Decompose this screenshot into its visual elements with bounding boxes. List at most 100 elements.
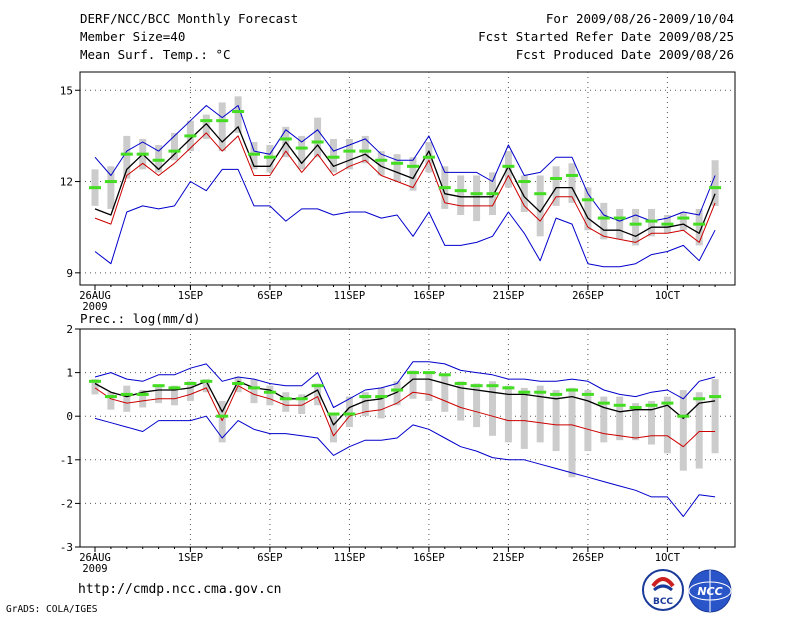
x-year-label: 2009 <box>82 301 107 313</box>
mode-marker <box>232 382 245 385</box>
mode-marker <box>136 392 149 396</box>
y-tick-label: -2 <box>60 497 73 510</box>
mode-marker <box>248 152 260 156</box>
variable-label: Mean Surf. Temp.: °C <box>80 47 231 62</box>
mode-marker <box>89 186 101 190</box>
spread-bar <box>425 372 433 401</box>
spread-bar <box>330 138 337 173</box>
chart-title: DERF/NCC/BCC Monthly Forecast <box>80 11 299 26</box>
mode-marker <box>645 219 658 223</box>
mode-marker <box>566 173 578 177</box>
mode-marker <box>438 373 451 377</box>
series-mean-line <box>94 378 716 426</box>
spread-bar <box>600 396 608 443</box>
mode-marker <box>327 155 340 159</box>
spread-bar <box>679 211 687 231</box>
y-tick-label: 2 <box>66 323 73 336</box>
x-tick-label: 26AUG <box>79 290 111 302</box>
mode-marker <box>486 192 499 196</box>
mode-marker <box>311 384 324 388</box>
spread-bar <box>616 208 624 240</box>
spread-bar <box>695 392 703 469</box>
spread-bar <box>298 394 306 415</box>
series-max-line <box>94 361 716 408</box>
series-min-line <box>94 415 716 517</box>
spread-bar <box>314 117 322 158</box>
mode-marker <box>168 149 181 153</box>
spread-bar <box>250 379 258 404</box>
bcc-logo: BCC <box>642 569 684 611</box>
spread-bar <box>457 381 465 421</box>
mode-marker <box>104 180 117 184</box>
x-tick-label: 11SEP <box>334 290 366 302</box>
spread-bar <box>298 135 306 170</box>
x-tick-label: 26AUG <box>79 552 111 564</box>
mode-marker <box>518 180 531 184</box>
source-url[interactable]: http://cmdp.ncc.cma.gov.cn <box>78 582 282 597</box>
spread-bar <box>457 175 465 216</box>
mode-marker <box>343 149 356 153</box>
mode-marker <box>454 189 467 193</box>
mode-marker <box>184 382 197 385</box>
mode-marker <box>629 405 642 409</box>
spread-bar <box>616 396 624 441</box>
spread-bar <box>218 102 226 152</box>
spread-bar <box>409 157 417 191</box>
mode-marker <box>327 412 340 416</box>
member-size-label: Member Size=40 <box>80 29 186 44</box>
precipitation-panel: -3 -2 -1 0 1 2 26AUG 1SEP 6SEP 11SEP 16SEP 21SEP 26S… <box>60 323 736 575</box>
y-tick-label: 15 <box>60 84 73 97</box>
spread-bar <box>663 396 671 454</box>
mode-marker <box>152 384 165 388</box>
mode-marker <box>391 388 404 392</box>
spread-bar <box>520 175 528 212</box>
mode-marker <box>120 152 133 156</box>
mode-marker <box>359 149 372 153</box>
spread-bar <box>695 208 703 246</box>
mode-marker <box>470 192 483 196</box>
mode-marker <box>470 384 483 388</box>
x-tick-label: 21SEP <box>493 552 525 564</box>
mode-marker <box>263 390 276 394</box>
svg-text:NCC: NCC <box>697 585 722 598</box>
series-median-line <box>94 385 716 448</box>
plot-frame <box>79 328 736 548</box>
spread-bar <box>536 175 544 237</box>
series-mean-line <box>94 123 716 237</box>
mode-marker <box>407 371 419 375</box>
mode-marker <box>359 395 372 399</box>
spread-bar <box>377 151 385 176</box>
ncc-logo: NCC <box>688 569 732 613</box>
spread-bar <box>155 385 163 404</box>
spread-bar <box>202 379 210 393</box>
x-tick-label: 6SEP <box>257 552 282 564</box>
mode-marker <box>693 222 706 226</box>
mode-marker <box>661 222 674 226</box>
mode-marker <box>422 371 435 375</box>
mode-marker <box>216 414 229 418</box>
spread-bar <box>314 383 322 406</box>
mode-marker <box>661 401 674 405</box>
x-tick-label: 26SEP <box>572 552 604 564</box>
spread-bar <box>139 390 147 408</box>
mode-marker <box>709 186 722 190</box>
temperature-panel: 9 12 15 26AUG 1SEP 6SEP 11SEP 16SEP 21SEP 26SEP 1O… <box>60 71 736 313</box>
y-tick-label: -3 <box>60 541 73 554</box>
spread-bar <box>345 396 353 428</box>
mode-marker <box>375 158 388 162</box>
mode-marker <box>375 395 388 399</box>
mode-marker <box>534 192 547 196</box>
mode-marker <box>709 395 722 399</box>
mode-marker <box>693 397 706 401</box>
mode-marker <box>581 392 594 396</box>
y-tick-label: 1 <box>66 367 73 380</box>
mode-marker <box>597 216 610 220</box>
spread-bar <box>552 166 560 206</box>
spread-bar <box>107 166 115 209</box>
forecast-produced-date: Fcst Produced Date 2009/08/26 <box>515 47 734 62</box>
mode-marker <box>438 186 451 190</box>
spread-bar <box>282 392 290 412</box>
x-tick-label: 26SEP <box>572 290 604 302</box>
mode-marker <box>120 392 133 396</box>
precipitation-title: Prec.: log(mm/d) <box>80 311 200 326</box>
